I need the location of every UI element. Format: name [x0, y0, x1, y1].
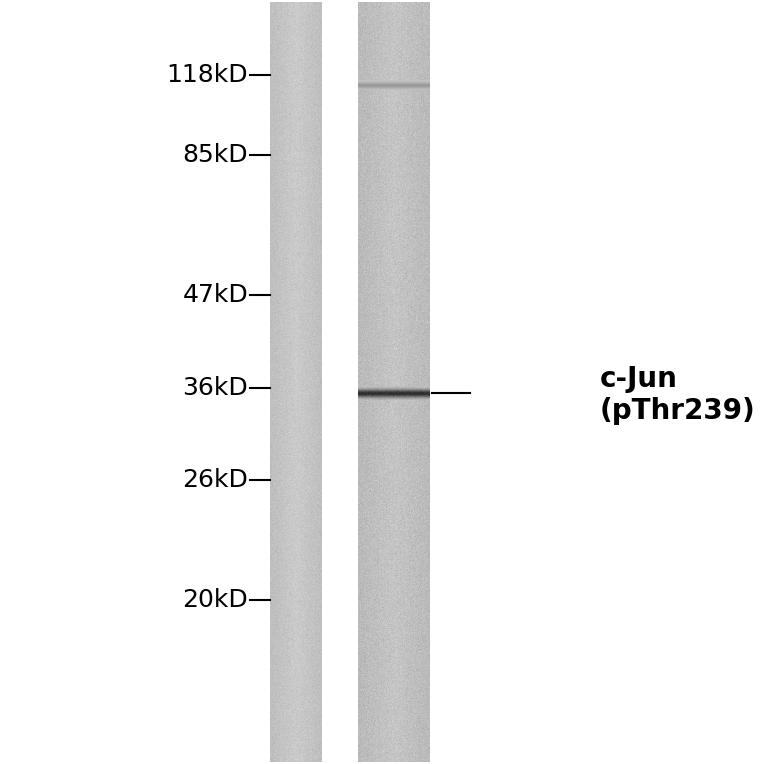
Text: 47kD: 47kD [183, 283, 248, 307]
Text: 20kD: 20kD [183, 588, 248, 612]
Text: 118kD: 118kD [167, 63, 248, 87]
Text: 85kD: 85kD [183, 143, 248, 167]
Text: 36kD: 36kD [183, 376, 248, 400]
Text: 26kD: 26kD [182, 468, 248, 492]
Text: c-Jun
(pThr239): c-Jun (pThr239) [600, 364, 756, 426]
